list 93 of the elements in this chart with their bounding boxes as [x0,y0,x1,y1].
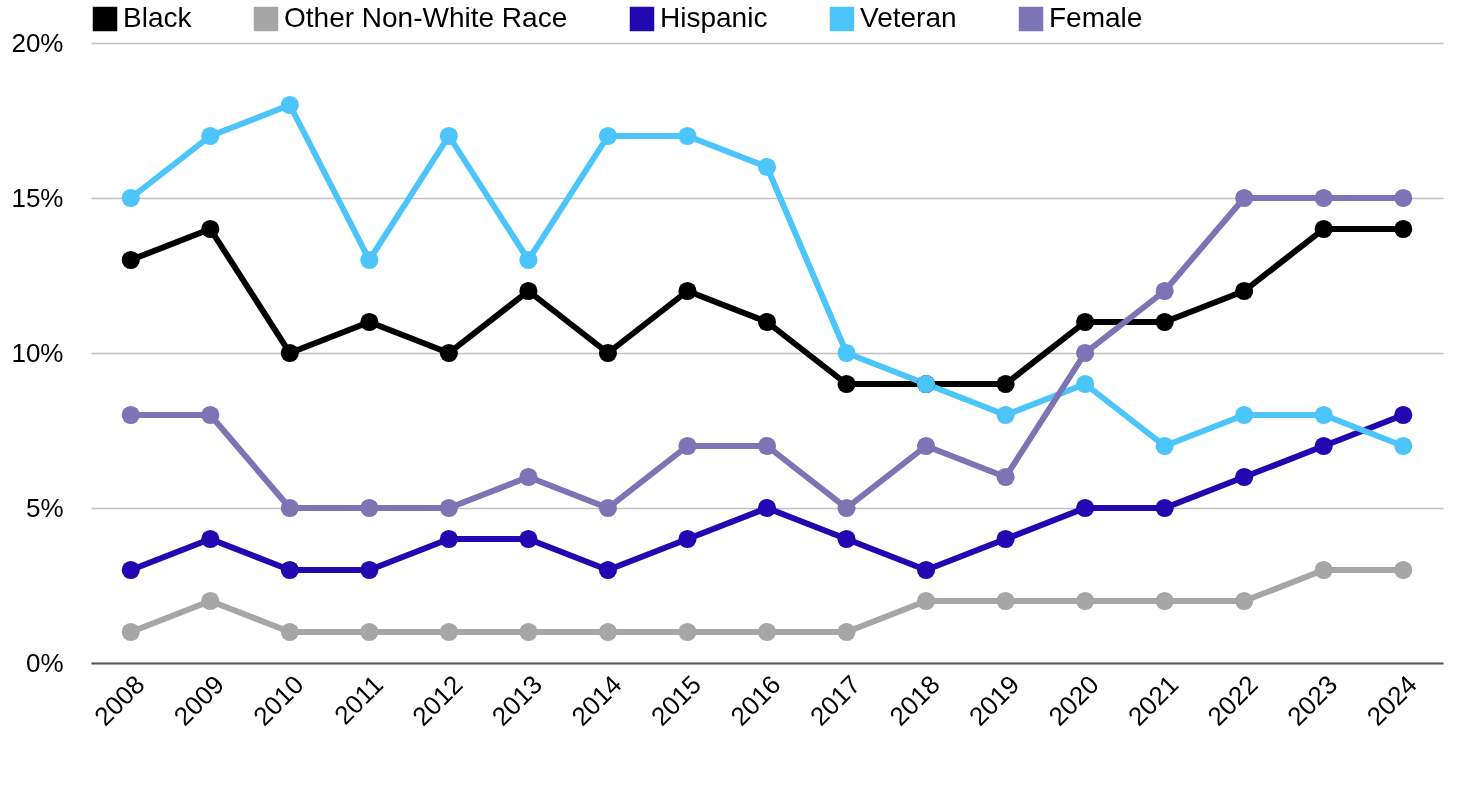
point [121,622,140,642]
point [439,622,458,642]
point [678,622,697,642]
point [757,498,777,518]
point [1235,281,1254,301]
point [1155,591,1174,611]
y-tick-label: 5% [25,492,64,523]
point [280,622,299,642]
point [916,591,936,611]
point [1155,498,1174,518]
point [757,312,777,332]
point [757,436,777,456]
point [360,560,379,580]
point [201,126,220,146]
y-tick-label: 15% [11,182,64,213]
legend-label: Female [1049,2,1143,33]
point [1076,591,1095,611]
point [996,529,1015,549]
point [1394,560,1413,580]
point [280,343,299,363]
point [439,343,458,363]
point [121,560,140,580]
point [916,436,936,456]
point [439,126,458,146]
point [1394,405,1413,425]
point [598,343,618,363]
point [1076,343,1095,363]
point [360,498,379,518]
point [1314,436,1333,456]
y-tick-label: 0% [25,647,64,678]
point [280,95,299,115]
point [519,467,538,487]
point [1394,188,1413,208]
point [201,591,220,611]
point [439,498,458,518]
point [1235,591,1254,611]
point [996,405,1015,425]
point [1235,467,1254,487]
point [1314,405,1333,425]
point [757,157,777,177]
point [678,436,697,456]
point [280,498,299,518]
point [1076,374,1095,394]
point [1155,312,1174,332]
point [1235,188,1254,208]
point [678,281,697,301]
legend-label: Veteran [860,2,957,33]
y-tick-label: 20% [11,27,64,58]
point [1155,281,1174,301]
y-tick-label: 10% [11,337,64,368]
point [1155,436,1174,456]
point [360,250,379,270]
point [996,467,1015,487]
point [1076,498,1095,518]
point [201,405,220,425]
point [837,498,856,518]
point [757,622,777,642]
point [519,281,538,301]
point [360,312,379,332]
point [1314,219,1333,239]
point [519,250,538,270]
point [916,560,936,580]
point [360,622,379,642]
point [201,529,220,549]
point [121,250,140,270]
point [837,622,856,642]
point [1235,405,1254,425]
legend-label: Hispanic [660,2,768,33]
point [598,560,618,580]
point [519,529,538,549]
point [1314,560,1333,580]
point [121,405,140,425]
point [678,126,697,146]
point [598,622,618,642]
legend-label: Black [123,2,193,33]
point [121,188,140,208]
legend-label: Other Non-White Race [284,2,568,33]
point [598,498,618,518]
point [201,219,220,239]
point [280,560,299,580]
point [837,529,856,549]
point [598,126,618,146]
point [1394,219,1413,239]
point [519,622,538,642]
point [1394,436,1413,456]
point [678,529,697,549]
point [996,591,1015,611]
point [439,529,458,549]
point [1314,188,1333,208]
point [837,374,856,394]
point [1076,312,1095,332]
point [996,374,1015,394]
point [837,343,856,363]
